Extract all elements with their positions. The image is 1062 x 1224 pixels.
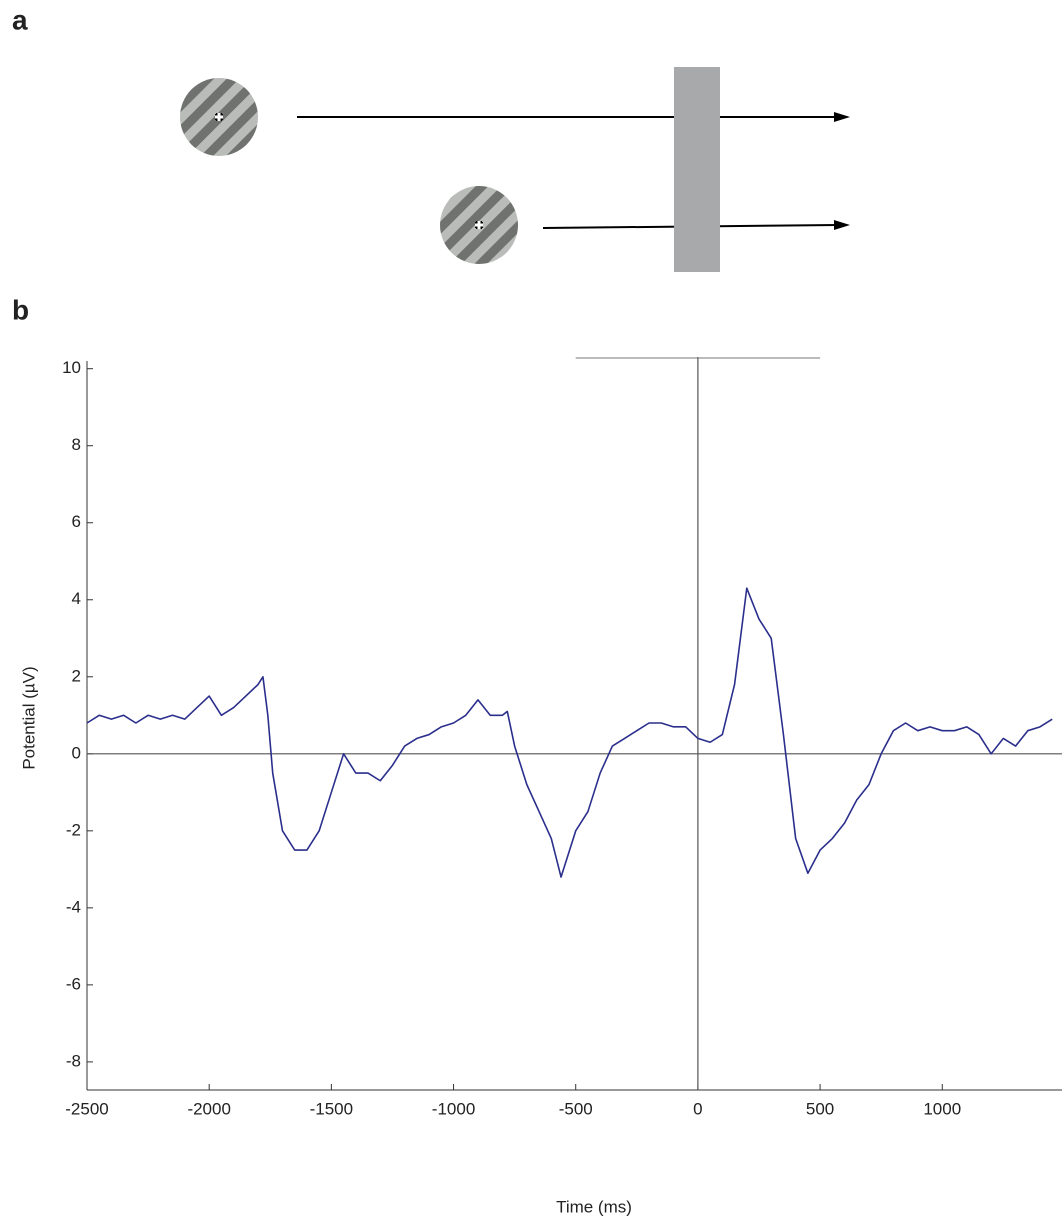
x-axis-label: Time (ms) — [556, 1197, 632, 1216]
fixation-cross — [475, 221, 483, 229]
x-tick-label: 500 — [806, 1099, 834, 1118]
y-tick-label: -4 — [66, 897, 81, 916]
y-tick-label: -2 — [66, 820, 81, 839]
panel-label: a — [12, 4, 28, 35]
stimulus-diagram — [180, 67, 850, 272]
y-tick-label: 0 — [72, 743, 81, 762]
y-tick-label: 8 — [72, 435, 81, 454]
x-tick-label: 0 — [693, 1099, 702, 1118]
y-axis-label: Potential (µV) — [19, 666, 38, 769]
y-tick-label: -6 — [66, 974, 81, 993]
x-tick-label: 1000 — [923, 1099, 961, 1118]
y-tick-label: 6 — [72, 512, 81, 531]
x-tick-label: -2500 — [65, 1099, 108, 1118]
panel-label: b — [12, 294, 29, 325]
fixation-cross — [215, 113, 223, 121]
y-tick-label: 4 — [72, 589, 81, 608]
y-tick-label: 10 — [62, 358, 81, 377]
y-tick-label: 2 — [72, 666, 81, 685]
arrow-head — [834, 220, 850, 230]
mask-bar — [674, 67, 720, 272]
x-tick-label: -1000 — [432, 1099, 475, 1118]
x-tick-label: -1500 — [310, 1099, 353, 1118]
x-tick-label: -2000 — [187, 1099, 230, 1118]
y-tick-label: -8 — [66, 1051, 81, 1070]
arrow-head — [834, 112, 850, 122]
signal-line — [86, 587, 1053, 878]
x-tick-label: -500 — [559, 1099, 593, 1118]
